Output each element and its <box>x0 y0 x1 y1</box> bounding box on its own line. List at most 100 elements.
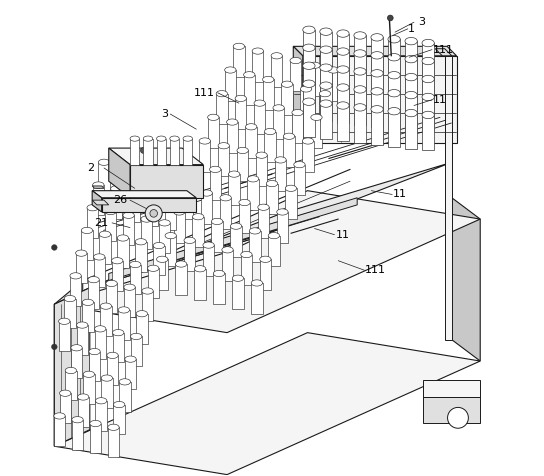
Polygon shape <box>92 186 104 188</box>
Ellipse shape <box>147 265 159 271</box>
Polygon shape <box>116 166 128 196</box>
Ellipse shape <box>119 379 131 385</box>
Ellipse shape <box>212 218 223 225</box>
Polygon shape <box>157 259 168 290</box>
Ellipse shape <box>89 348 100 355</box>
Ellipse shape <box>59 318 70 325</box>
Polygon shape <box>203 245 214 276</box>
Polygon shape <box>208 117 219 148</box>
Ellipse shape <box>106 280 118 287</box>
Polygon shape <box>263 79 274 110</box>
Polygon shape <box>136 314 147 344</box>
Ellipse shape <box>241 251 252 258</box>
Polygon shape <box>225 70 236 101</box>
Text: 2: 2 <box>88 163 95 173</box>
Polygon shape <box>109 221 281 280</box>
Ellipse shape <box>388 53 400 61</box>
Polygon shape <box>388 93 400 129</box>
Polygon shape <box>405 41 417 77</box>
Ellipse shape <box>108 424 119 430</box>
Polygon shape <box>201 193 212 224</box>
Ellipse shape <box>267 180 277 187</box>
Ellipse shape <box>213 270 225 277</box>
Ellipse shape <box>405 91 417 99</box>
Polygon shape <box>220 198 231 228</box>
Ellipse shape <box>81 228 92 234</box>
Polygon shape <box>124 287 135 317</box>
Ellipse shape <box>249 228 261 234</box>
Polygon shape <box>259 259 271 290</box>
Polygon shape <box>405 113 417 149</box>
Ellipse shape <box>208 114 219 120</box>
Ellipse shape <box>184 237 195 244</box>
Polygon shape <box>146 209 319 269</box>
Ellipse shape <box>199 138 211 144</box>
Ellipse shape <box>201 190 212 196</box>
Ellipse shape <box>152 170 164 177</box>
Polygon shape <box>77 325 88 355</box>
Polygon shape <box>267 184 277 214</box>
Polygon shape <box>232 278 244 309</box>
Polygon shape <box>337 34 349 69</box>
Polygon shape <box>423 380 480 397</box>
Polygon shape <box>244 75 255 106</box>
Polygon shape <box>445 56 452 340</box>
Polygon shape <box>319 94 331 124</box>
Polygon shape <box>222 250 233 280</box>
Ellipse shape <box>182 185 194 191</box>
Ellipse shape <box>183 136 193 141</box>
Ellipse shape <box>112 258 123 264</box>
Ellipse shape <box>337 102 349 109</box>
Polygon shape <box>105 211 116 241</box>
Polygon shape <box>92 191 196 198</box>
Text: 111: 111 <box>433 45 454 55</box>
Ellipse shape <box>422 75 434 83</box>
Ellipse shape <box>388 36 400 43</box>
Polygon shape <box>94 257 105 287</box>
Polygon shape <box>77 397 89 427</box>
Text: 26: 26 <box>114 195 128 205</box>
Polygon shape <box>422 115 434 150</box>
Ellipse shape <box>405 55 417 63</box>
Ellipse shape <box>292 109 303 116</box>
Ellipse shape <box>263 76 274 83</box>
Polygon shape <box>245 127 257 158</box>
Polygon shape <box>271 56 282 87</box>
Polygon shape <box>96 401 107 431</box>
Polygon shape <box>100 306 112 336</box>
Polygon shape <box>423 397 480 423</box>
Polygon shape <box>112 261 123 290</box>
Polygon shape <box>146 197 158 226</box>
Ellipse shape <box>95 326 106 332</box>
Polygon shape <box>143 139 153 165</box>
Polygon shape <box>388 57 400 93</box>
Polygon shape <box>109 148 130 198</box>
Polygon shape <box>108 427 119 457</box>
Polygon shape <box>290 60 301 91</box>
Polygon shape <box>328 70 339 101</box>
Polygon shape <box>252 51 263 82</box>
Ellipse shape <box>248 176 259 182</box>
Polygon shape <box>59 321 70 351</box>
Ellipse shape <box>281 81 293 87</box>
Polygon shape <box>283 136 295 167</box>
Polygon shape <box>82 302 94 332</box>
Ellipse shape <box>233 43 245 50</box>
Polygon shape <box>147 268 159 298</box>
Polygon shape <box>293 46 303 143</box>
Ellipse shape <box>83 371 95 377</box>
Polygon shape <box>119 382 131 412</box>
Ellipse shape <box>116 163 128 169</box>
Polygon shape <box>54 288 90 446</box>
Ellipse shape <box>226 119 238 125</box>
Polygon shape <box>134 170 146 199</box>
Polygon shape <box>303 48 315 83</box>
Polygon shape <box>354 89 366 125</box>
Ellipse shape <box>65 367 77 374</box>
Ellipse shape <box>354 32 366 39</box>
Ellipse shape <box>354 104 366 111</box>
Polygon shape <box>337 88 349 123</box>
Ellipse shape <box>118 235 128 241</box>
Ellipse shape <box>136 311 147 317</box>
Polygon shape <box>54 191 480 333</box>
